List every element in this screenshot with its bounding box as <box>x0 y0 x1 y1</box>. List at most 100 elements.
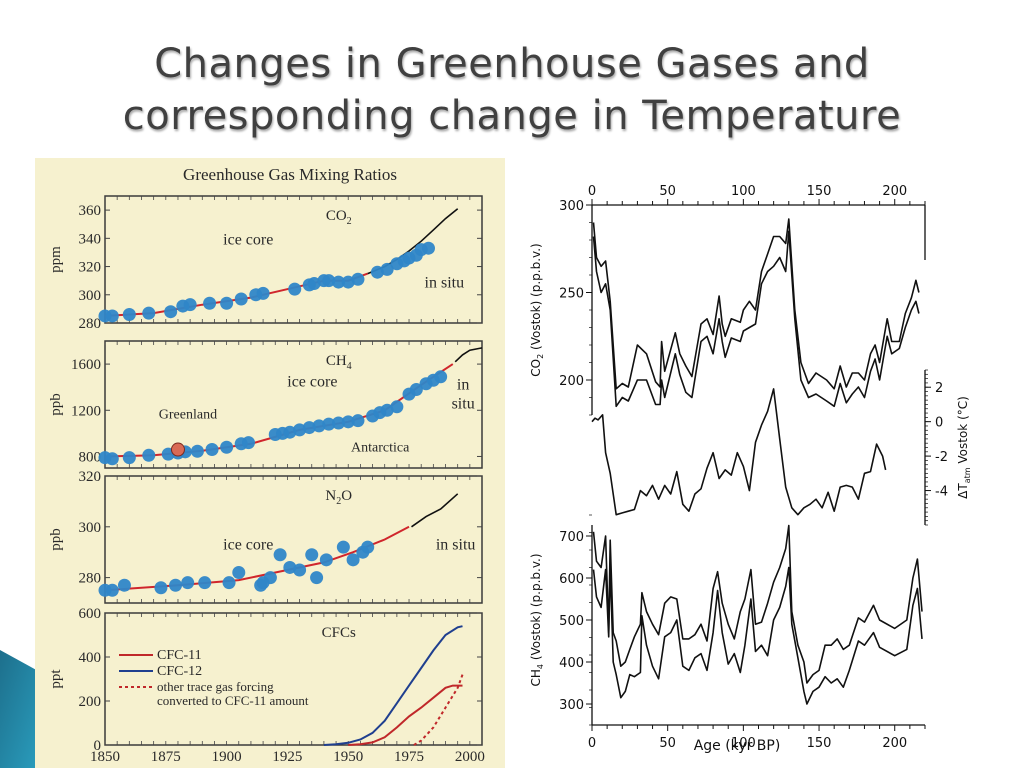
panel-frame <box>104 612 483 746</box>
legend-label: CFC-11 <box>157 648 202 663</box>
y-axis-label: CO2 (Vostok) (p.p.b.v.) <box>529 243 545 376</box>
ice-core-point <box>361 540 375 554</box>
ice-core-point <box>154 581 168 595</box>
y-tick-label: -4 <box>935 485 948 500</box>
ice-core-point <box>122 308 136 322</box>
y-tick-label: 2 <box>935 381 943 396</box>
y-tick-label: 300 <box>79 288 102 304</box>
x-tick-label-top: 50 <box>659 184 676 199</box>
ice-core-point <box>205 443 219 457</box>
x-tick-label-top: 150 <box>807 184 832 199</box>
y-tick-label: 250 <box>559 287 584 302</box>
ice-core-point <box>263 571 277 585</box>
series-line-ch4_vostok-lower <box>592 564 923 705</box>
x-tick-label-top: 0 <box>588 184 596 199</box>
vostok-chart: Age (kyr BP) 005050100100150150200200200… <box>529 184 972 754</box>
panel-temperature_vostok: 2 0 -2 -4 ΔTatm Vostok (°C) <box>591 369 972 526</box>
annotation: in <box>457 376 469 393</box>
x-tick-label-top: 200 <box>882 184 907 199</box>
x-tick-label: 1950 <box>333 749 363 765</box>
ice-core-point <box>322 417 336 431</box>
ice-core-point <box>190 444 204 458</box>
y-tick-label: 600 <box>79 606 102 622</box>
ice-core-point <box>305 548 319 562</box>
x-tick-label-top: 100 <box>731 184 756 199</box>
y-tick-label: 800 <box>79 449 102 465</box>
ice-core-point <box>242 436 256 450</box>
series-line-temperature_vostok-deltaT <box>591 388 887 516</box>
panel-frame <box>104 195 483 324</box>
ice-core-point <box>312 419 326 433</box>
series-line-cfc-12 <box>323 625 463 746</box>
y-tick-label: 320 <box>79 469 102 485</box>
y-tick-label: 280 <box>79 316 102 332</box>
y-tick-label: 1200 <box>71 403 101 419</box>
greenhouse-gas-chart: Greenhouse Gas Mixing Ratios 280 300 320 34… <box>48 165 485 765</box>
in-situ-line <box>367 208 459 275</box>
ice-core-point <box>283 425 297 439</box>
ice-core-point <box>380 262 394 276</box>
ice-core-point <box>183 298 197 312</box>
in-situ-line <box>411 493 459 528</box>
annotation: ice core <box>223 231 273 248</box>
ice-core-point <box>351 272 365 286</box>
panel-frame <box>104 475 483 604</box>
legend-label: converted to CFC-11 amount <box>157 693 309 708</box>
y-tick-label: 300 <box>79 520 102 536</box>
y-tick-label: 500 <box>559 614 584 629</box>
ice-core-point <box>203 296 217 310</box>
greenhouse-gas-figure: Greenhouse Gas Mixing Ratios 280 300 320 34… <box>35 158 505 768</box>
ice-core-point <box>164 305 178 319</box>
annotation: in situ <box>436 537 476 554</box>
panel-n2o: 280 300 320 ppb N2O ice core in situ <box>48 469 483 604</box>
y-tick-label: 200 <box>79 694 102 710</box>
chart-title: Greenhouse Gas Mixing Ratios <box>183 165 397 184</box>
y-tick-label: 0 <box>935 416 943 431</box>
legend-label: other trace gas forcing <box>157 679 274 694</box>
ice-core-point <box>234 292 248 306</box>
series-line-ch4_vostok-upper <box>592 524 923 684</box>
y-tick-label: 280 <box>79 571 102 587</box>
ice-core-point <box>220 440 234 454</box>
ice-core-point <box>331 275 345 289</box>
slide-title-line-2: corresponding change in Temperature <box>122 93 902 139</box>
y-tick-label: 340 <box>79 231 102 247</box>
y-axis-label: ppb <box>48 393 64 416</box>
panel-frame <box>104 340 483 469</box>
ice-core-point <box>220 296 234 310</box>
x-axis-label: Age (kyr BP) <box>694 738 781 754</box>
y-axis-label: ppm <box>48 246 64 273</box>
annotation: Antarctica <box>351 440 410 455</box>
x-tick-label-bottom: 200 <box>882 736 907 751</box>
slide-title-line-1: Changes in Greenhouse Gases and <box>154 41 870 87</box>
ice-core-point <box>310 571 324 585</box>
y-axis-label: ppt <box>48 669 64 689</box>
ice-core-point <box>293 423 307 437</box>
ice-core-point <box>331 416 345 430</box>
series-line-co2_vostok-lower <box>592 230 920 408</box>
ice-core-point <box>105 583 119 597</box>
x-tick-label-bottom: 100 <box>731 736 756 751</box>
ice-core-point <box>302 421 316 435</box>
ice-core-point <box>142 448 156 462</box>
y-tick-label: 0 <box>94 738 102 754</box>
ice-core-point <box>198 576 212 590</box>
y-axis-label: ppb <box>48 528 64 551</box>
slide-title: Changes in Greenhouse Gases and correspo… <box>0 38 1024 142</box>
ice-core-point <box>336 540 350 554</box>
annotation: ice core <box>287 374 337 391</box>
y-tick-label: 300 <box>559 199 584 214</box>
y-tick-label: 400 <box>559 656 584 671</box>
ice-core-point <box>117 578 131 592</box>
panel-co2_vostok: 200 250 300 CO2 (Vostok) (p.p.b.v.) <box>529 199 920 416</box>
x-tick-label-bottom: 0 <box>588 736 596 751</box>
ice-core-point <box>434 370 448 384</box>
ice-core-point <box>222 576 236 590</box>
annotation: Greenland <box>159 407 217 422</box>
ice-core-point <box>319 553 333 567</box>
x-tick-label: 1875 <box>151 749 181 765</box>
series-line-other-trace-gas-forcing-converted-to-cfc-11-amount <box>413 674 464 746</box>
panel-label: CFCs <box>322 625 356 641</box>
in-situ-line <box>454 347 483 363</box>
